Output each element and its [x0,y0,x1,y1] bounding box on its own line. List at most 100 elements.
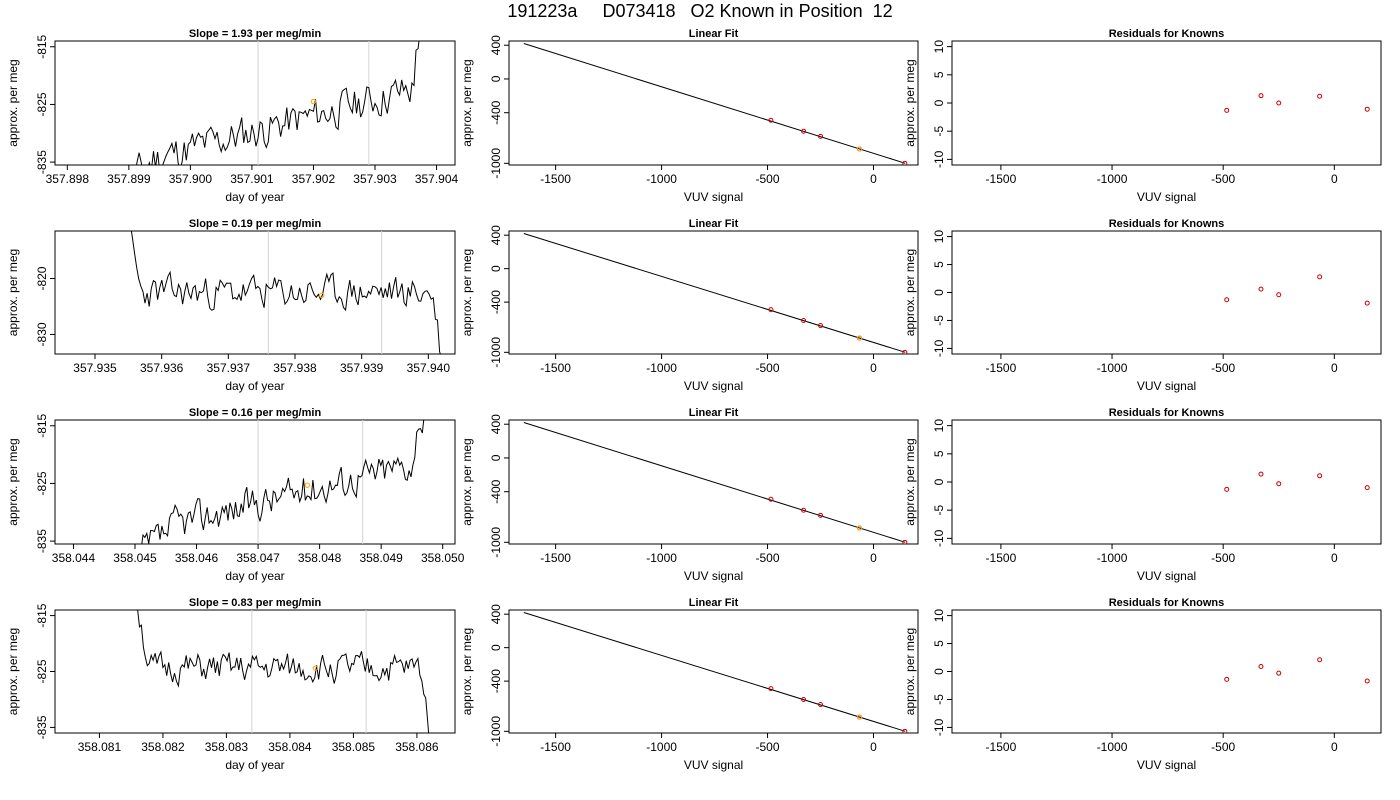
plot-area [523,43,908,165]
y-tick-label: -400 [489,669,503,693]
x-tick-label: -1000 [646,361,677,375]
highlight-point [857,714,863,720]
plot-area [137,610,430,733]
y-tick-label: 400 [489,35,503,55]
plot-area [523,233,908,354]
y-axis-label: approx. per meg [6,59,20,146]
x-tick-label: 357.937 [207,361,251,375]
y-tick-label: -10 [932,339,946,357]
data-point [801,507,807,513]
x-tick-label: 358.083 [205,740,249,754]
residual-point [1317,274,1323,280]
x-tick-label: 358.081 [78,740,122,754]
plot-frame [951,419,1382,545]
residual-point [1258,663,1264,669]
x-axis-label: VUV signal [1137,569,1196,583]
y-axis-label: approx. per meg [903,628,917,715]
y-tick-label: -825 [35,659,49,683]
panel-1: Slope = 1.93 per meg/min 357.898 357.899 35… [6,28,459,204]
highlight-point [312,665,319,671]
y-tick-label: -10 [932,529,946,547]
y-tick-label: 0 [489,265,503,272]
data-point [801,318,807,324]
y-tick-label: -400 [489,290,503,314]
y-tick-label: 5 [932,71,946,78]
residual-point [1224,297,1230,303]
x-tick-label: 358.084 [268,740,312,754]
x-tick-label: 357.903 [353,172,397,186]
y-tick-label: 10 [932,230,946,244]
y-axis-label: approx. per meg [6,438,20,525]
x-tick-label: -500 [756,361,780,375]
x-tick-label: 358.049 [359,551,403,565]
data-point [768,307,774,313]
plot-frame [951,40,1382,166]
panel-title: Linear Fit [689,597,739,609]
residual-point [1317,473,1323,479]
x-tick-label: 358.086 [395,740,439,754]
y-tick-label: 10 [932,419,946,433]
x-tick-label: 357.899 [107,172,151,186]
x-tick-label: 357.898 [46,172,90,186]
residual-point [1224,676,1230,682]
data-point [801,697,807,703]
series-line [136,41,420,165]
fit-line [523,422,906,543]
panel-5: Linear Fit -1500 -1000 -500 0 400 0 -400 -1000 VU… [460,218,919,393]
y-tick-label: 400 [489,604,503,624]
panel-3: Residuals for Knowns -1500 -1000 -500 0 10 5 0 -… [903,28,1382,204]
x-axis-label: VUV signal [684,379,743,393]
y-axis-label: approx. per meg [460,438,474,525]
y-tick-label: -1000 [489,148,503,179]
x-tick-label: 358.048 [298,551,342,565]
y-axis-label: approx. per meg [6,628,20,715]
residual-point [1364,300,1370,306]
x-tick-label: -500 [1211,172,1235,186]
data-point [902,728,908,733]
x-axis-label: VUV signal [684,569,743,583]
plot-frame [508,419,919,545]
plot-area [1224,471,1370,492]
fit-line [523,233,906,353]
residual-point [1258,93,1264,99]
plot-area [1224,657,1370,684]
x-axis-label: VUV signal [684,190,743,204]
y-tick-label: 10 [932,609,946,623]
x-tick-label: 358.082 [141,740,185,754]
plot-frame [54,419,456,545]
fit-line [523,43,906,164]
data-point [768,117,774,123]
data-point [902,160,908,165]
data-point [818,323,824,329]
series-line [130,231,441,354]
x-tick-label: 357.940 [407,361,451,375]
plot-area [1224,274,1370,306]
highlight-point [857,146,863,152]
x-tick-label: 0 [1331,172,1338,186]
y-tick-label: 0 [932,289,946,296]
x-tick-label: 358.085 [332,740,376,754]
series-line [137,610,430,733]
panel-6: Residuals for Knowns -1500 -1000 -500 0 10 5 0 -… [903,218,1382,393]
y-tick-label: -1000 [489,337,503,368]
x-tick-label: 0 [870,361,877,375]
panel-7: Slope = 0.16 per meg/min 358.044 358.045 35… [6,407,465,583]
y-tick-label: -5 [932,694,946,705]
x-tick-label: 358.047 [236,551,280,565]
x-axis-label: VUV signal [1137,379,1196,393]
panel-11: Linear Fit -1500 -1000 -500 0 400 0 -400 -1000 VU… [460,597,919,772]
highlight-point [304,482,311,488]
x-tick-label: 357.902 [292,172,336,186]
residual-point [1317,93,1323,99]
plot-area [1224,93,1370,113]
highlight-point [310,98,317,105]
y-axis-label: approx. per meg [460,249,474,336]
data-point [818,512,824,518]
x-tick-label: -1500 [986,172,1017,186]
y-tick-label: -400 [489,100,503,124]
y-tick-label: -1000 [489,527,503,558]
y-tick-label: -815 [35,34,49,58]
y-tick-label: -830 [35,322,49,346]
x-tick-label: 357.936 [140,361,184,375]
